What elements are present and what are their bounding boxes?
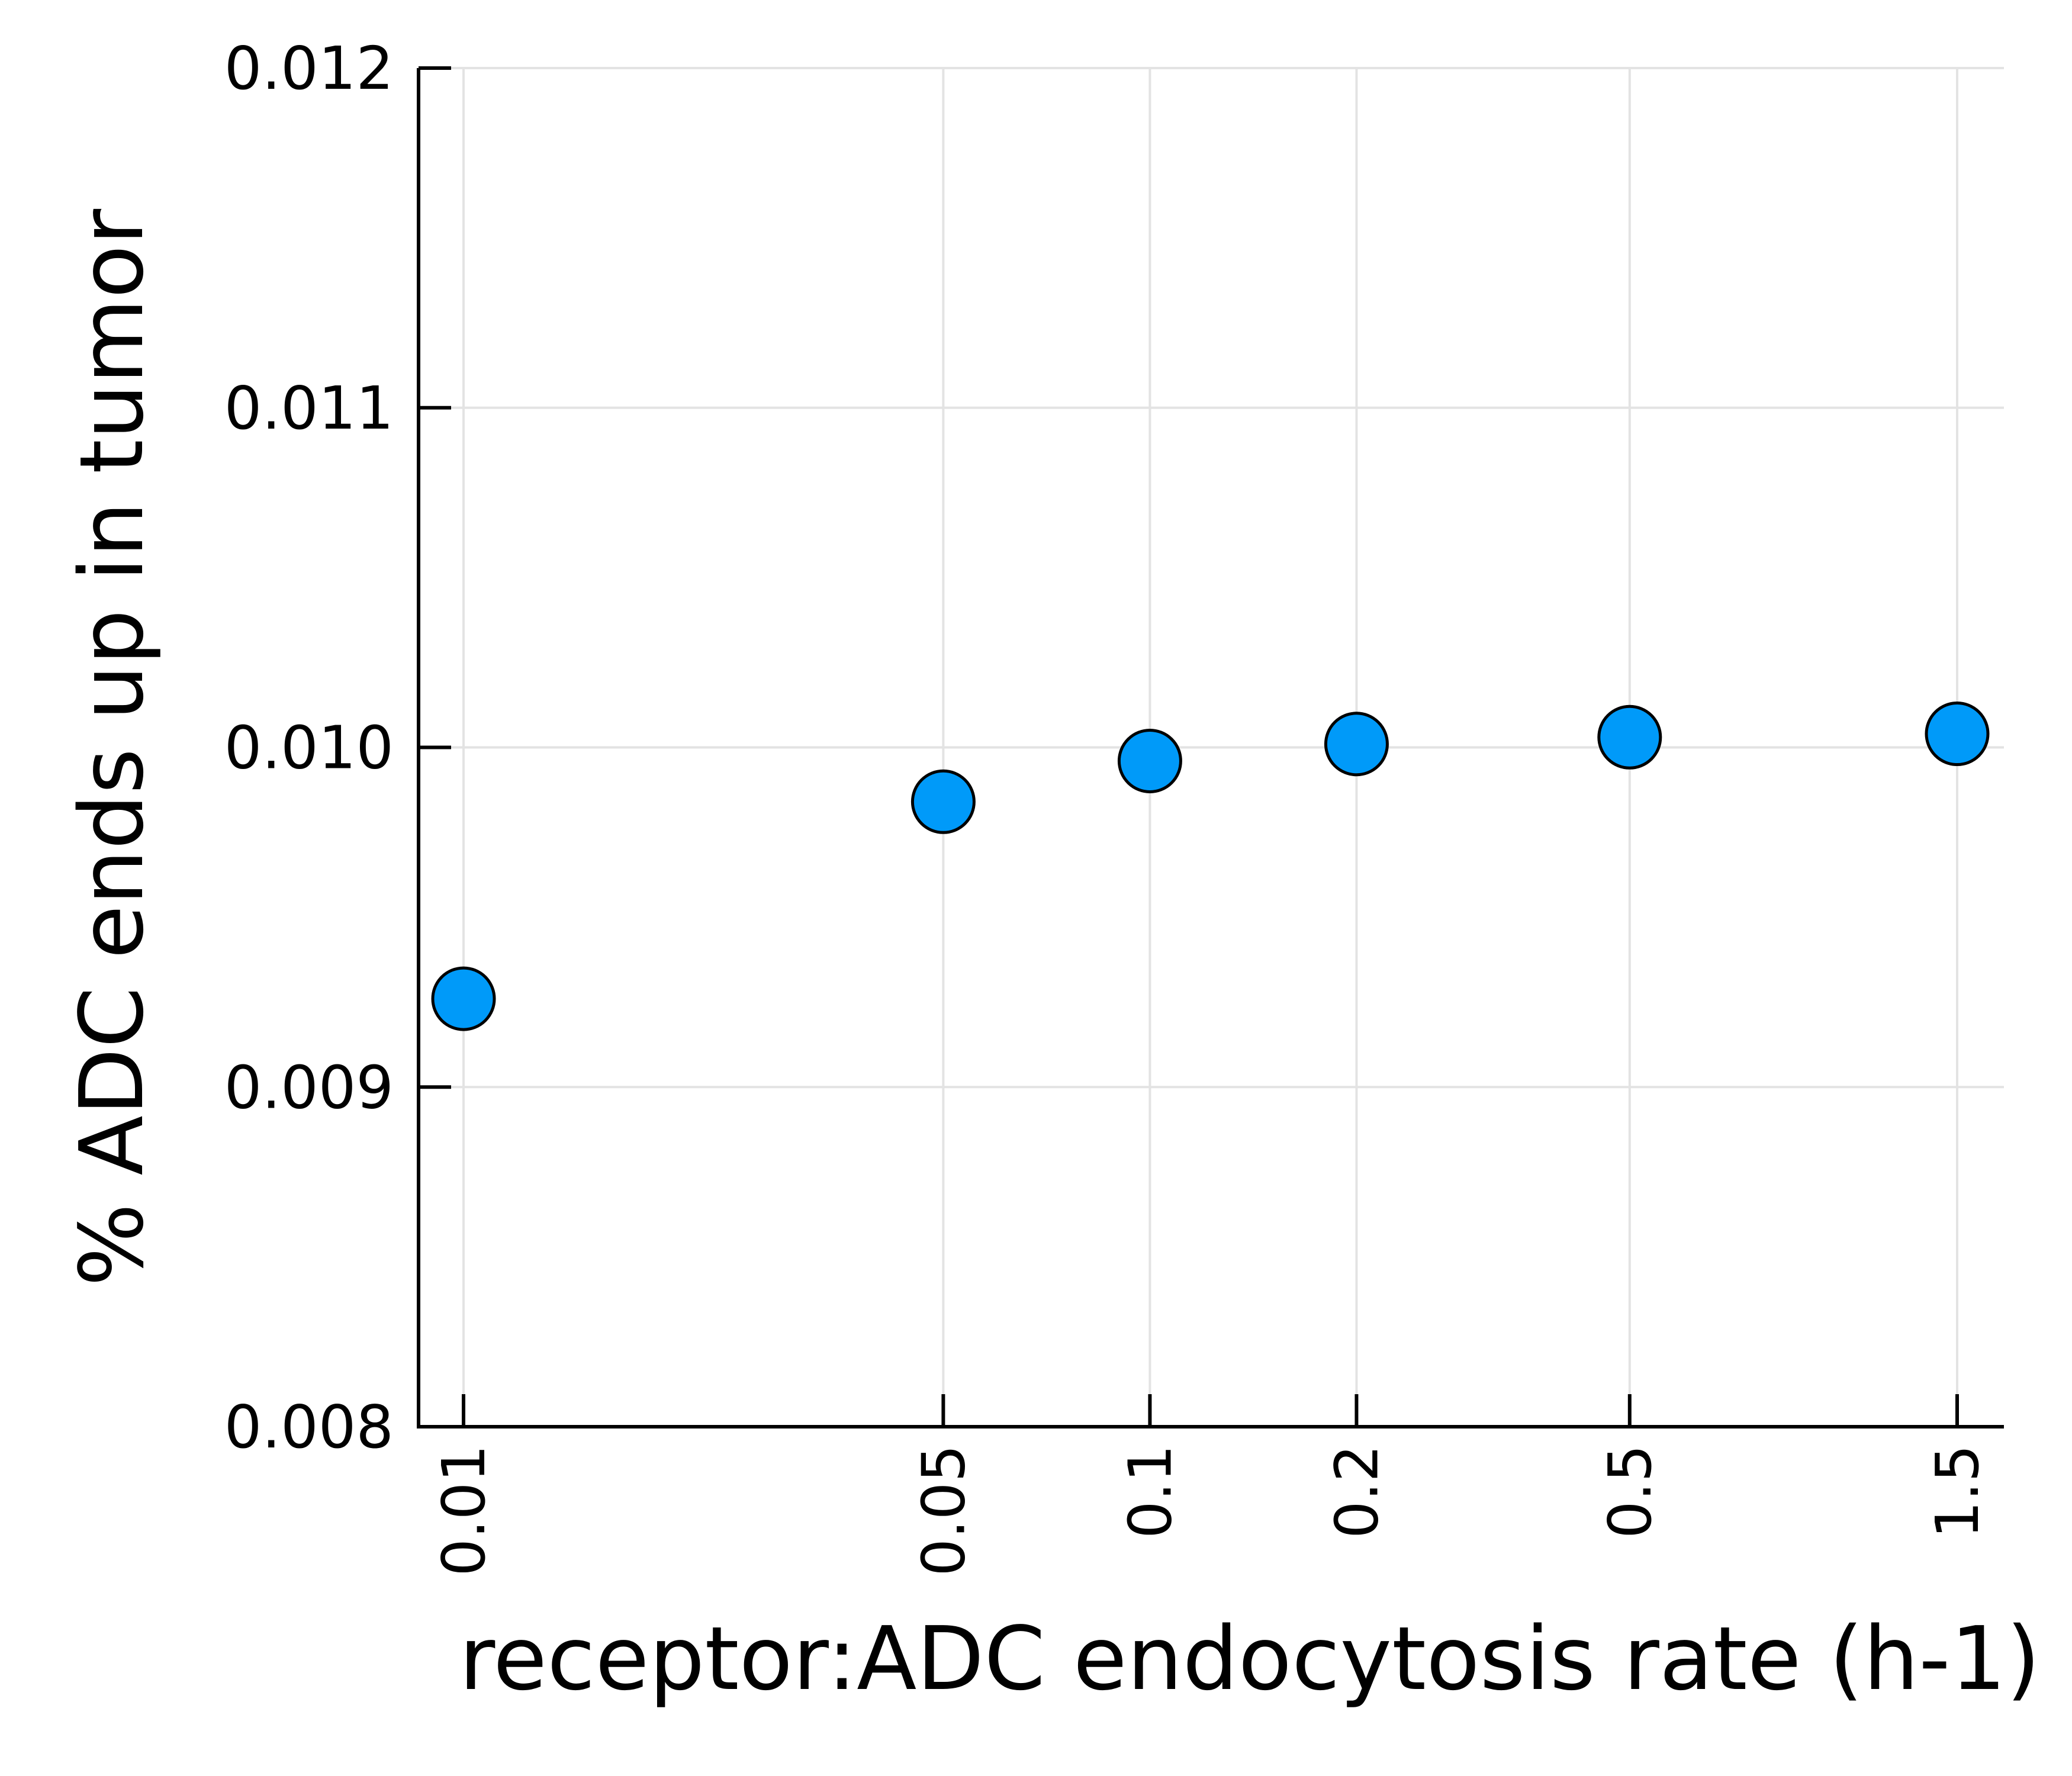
x-tick-label: 0.05: [909, 1444, 978, 1576]
x-tick-label: 0.01: [429, 1444, 498, 1576]
data-points: [431, 702, 1990, 1031]
y-tick-label: 0.010: [224, 713, 394, 783]
y-tick-label: 0.008: [224, 1392, 394, 1462]
x-tick-label: 0.5: [1595, 1444, 1665, 1539]
y-tick-label: 0.012: [224, 34, 394, 103]
data-point: [1597, 704, 1662, 770]
x-tick-label: 0.2: [1322, 1444, 1391, 1539]
x-axis-title: receptor:ADC endocytosis rate (h-1): [459, 1608, 2040, 1710]
x-ticks: 0.01 0.05 0.1 0.2 0.5 1.5: [429, 1394, 1992, 1576]
y-tick-label: 0.009: [224, 1053, 394, 1122]
data-point: [1324, 712, 1389, 777]
y-ticks: 0.008 0.009 0.010 0.011 0.012: [224, 34, 451, 1462]
x-tick-label: 0.1: [1115, 1444, 1185, 1539]
data-point: [1117, 728, 1182, 793]
data-point: [431, 966, 496, 1031]
data-point: [910, 769, 976, 834]
data-point: [1925, 702, 1990, 767]
y-tick-label: 0.011: [224, 374, 394, 443]
grid-lines: [419, 67, 2004, 1428]
y-axis-title: % ADC ends up in tumor: [61, 209, 163, 1287]
x-tick-label: 1.5: [1923, 1444, 1992, 1539]
